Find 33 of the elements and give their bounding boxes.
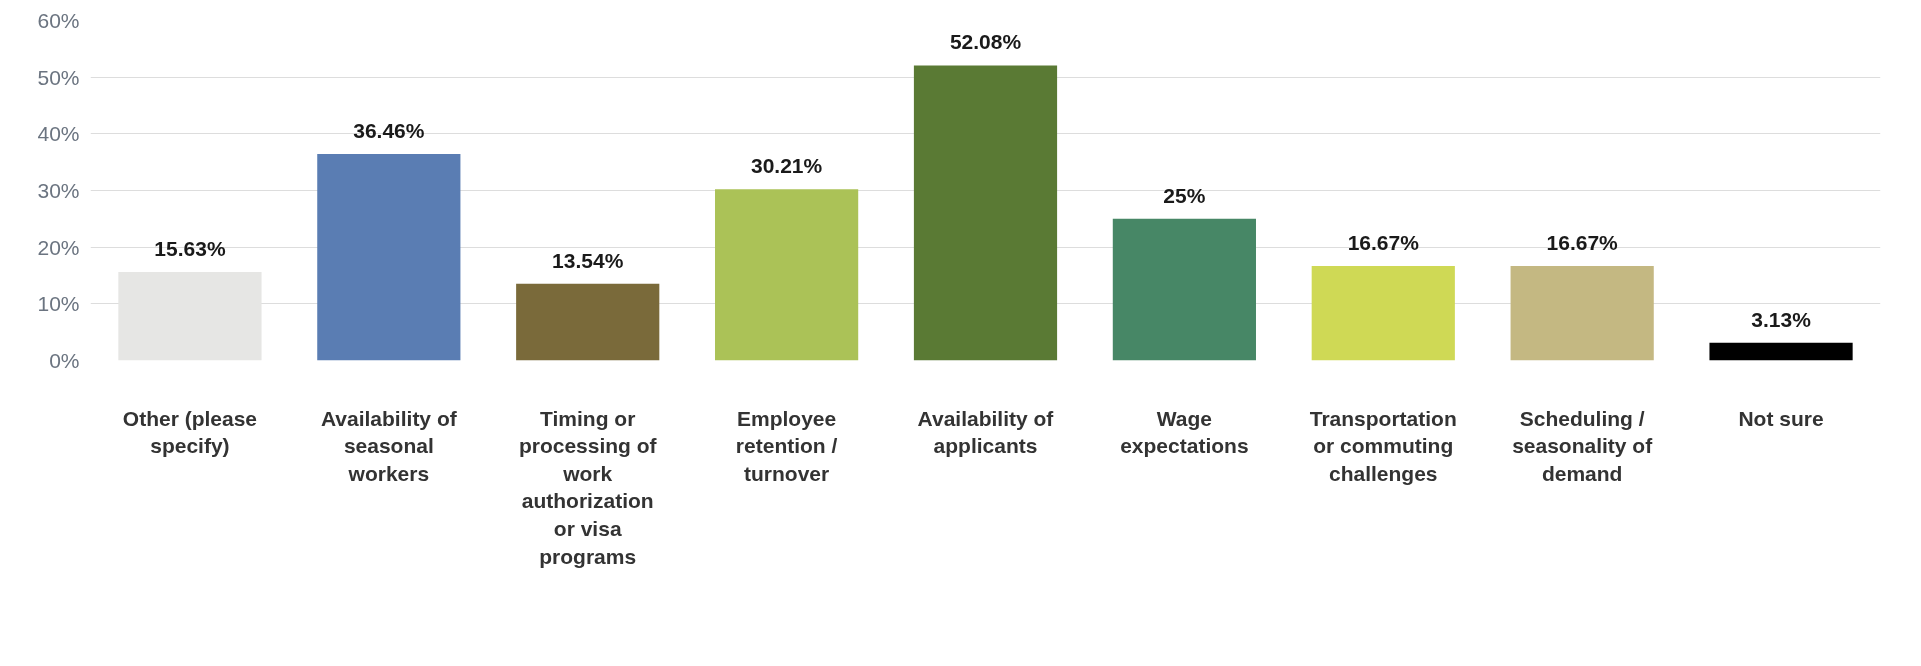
x-tick-label: Timing or processing of work authorization or visa programs <box>518 406 658 568</box>
y-tick-label: 30% <box>37 179 80 202</box>
data-label: 30.21% <box>751 154 823 178</box>
x-tick-label: Transportation or commuting challenges <box>1309 406 1457 485</box>
x-tick-label: Wage expectations <box>1120 406 1249 458</box>
bar <box>1510 266 1654 361</box>
bar <box>913 65 1058 361</box>
data-label: 16.67% <box>1546 231 1619 255</box>
bar <box>715 189 859 361</box>
y-tick-label: 20% <box>37 235 80 259</box>
data-label: 15.63% <box>154 236 226 260</box>
x-tick-label: Employee retention / turnover <box>735 406 838 485</box>
y-tick-label: 50% <box>37 65 80 89</box>
bar <box>1112 218 1256 361</box>
data-label: 16.67% <box>1347 231 1420 255</box>
x-tick-label: Availability of seasonal workers <box>320 406 458 485</box>
y-tick-label: 40% <box>37 122 80 146</box>
bar <box>1311 266 1455 361</box>
data-label: 52.08% <box>949 30 1022 54</box>
data-label: 13.54% <box>552 248 624 272</box>
x-tick-label: Scheduling / seasonality of demand <box>1512 406 1654 485</box>
y-tick-label: 60% <box>37 9 80 32</box>
x-tick-label: Availability of applicants <box>917 406 1055 458</box>
bar <box>317 153 461 361</box>
bar <box>1709 342 1853 361</box>
y-tick-label: 10% <box>37 292 80 316</box>
data-label: 36.46% <box>353 118 425 142</box>
x-tick-label: Other (please specify) <box>122 406 258 458</box>
data-label: 25% <box>1163 183 1206 207</box>
y-tick-label: 0% <box>49 349 80 372</box>
x-tick-label: Not sure <box>1738 406 1824 430</box>
bar <box>516 283 660 361</box>
data-label: 3.13% <box>1751 307 1812 331</box>
